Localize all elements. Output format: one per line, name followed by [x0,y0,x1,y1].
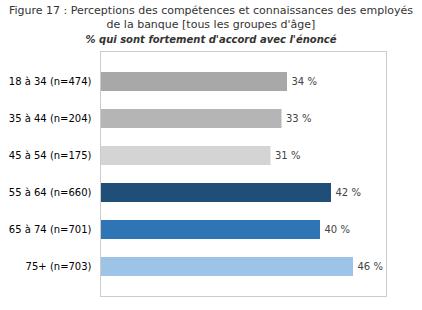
svg-text:35 à 44 (n=204): 35 à 44 (n=204) [9,113,92,124]
svg-text:31 %: 31 % [275,150,300,161]
svg-text:40 %: 40 % [325,224,350,235]
svg-text:55 à 64 (n=660): 55 à 64 (n=660) [9,187,92,198]
svg-text:46 %: 46 % [358,261,383,272]
svg-text:42 %: 42 % [336,187,361,198]
svg-text:65 à 74 (n=701): 65 à 74 (n=701) [9,224,92,235]
svg-text:33 %: 33 % [286,113,311,124]
svg-text:75+ (n=703): 75+ (n=703) [26,261,92,272]
html-text:% qui sont fortement d'accord: % qui sont fortement d'accord avec l'éno… [85,33,337,45]
svg-text:45 à 54 (n=175): 45 à 54 (n=175) [9,150,92,161]
svg-text:18 à 34 (n=474): 18 à 34 (n=474) [9,76,92,87]
svg-text:34 %: 34 % [292,76,317,87]
html-text:Figure 17 : Perceptions des co: Figure 17 : Perceptions des compétences … [9,4,413,31]
